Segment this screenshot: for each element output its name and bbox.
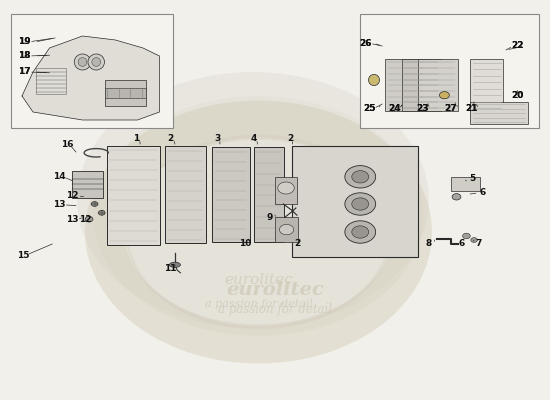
Text: 6: 6 xyxy=(459,239,465,248)
Text: 18: 18 xyxy=(19,52,31,60)
Text: 2: 2 xyxy=(294,239,300,248)
Text: 7: 7 xyxy=(475,239,482,248)
Text: 13: 13 xyxy=(67,215,79,224)
Bar xyxy=(11,14,173,128)
Bar xyxy=(451,177,480,191)
Text: 6: 6 xyxy=(480,188,486,197)
Polygon shape xyxy=(22,36,159,120)
Circle shape xyxy=(94,96,424,336)
Bar xyxy=(72,171,103,198)
Text: 25: 25 xyxy=(364,104,376,113)
Circle shape xyxy=(345,166,376,188)
Text: 11: 11 xyxy=(164,264,177,273)
Text: 20: 20 xyxy=(511,92,523,100)
Text: 26: 26 xyxy=(360,39,372,48)
Text: a passion for detail: a passion for detail xyxy=(218,304,332,316)
Text: 4: 4 xyxy=(251,134,257,143)
Circle shape xyxy=(463,233,470,239)
Bar xyxy=(292,146,418,257)
Bar xyxy=(104,88,146,98)
Text: 24: 24 xyxy=(389,104,401,113)
Text: 19: 19 xyxy=(19,38,31,46)
Bar xyxy=(418,59,458,111)
Text: 12: 12 xyxy=(67,192,79,200)
Text: 2: 2 xyxy=(167,134,174,143)
Text: 14: 14 xyxy=(53,172,65,181)
Text: 13: 13 xyxy=(53,200,65,209)
Ellipse shape xyxy=(78,58,87,66)
Circle shape xyxy=(91,202,98,206)
Text: eurolitec: eurolitec xyxy=(226,281,324,299)
Bar xyxy=(275,217,298,242)
Bar xyxy=(107,146,160,245)
Text: 12: 12 xyxy=(79,215,91,224)
Text: 27: 27 xyxy=(445,104,457,113)
Circle shape xyxy=(279,224,294,235)
Text: 19: 19 xyxy=(19,38,31,46)
Text: 10: 10 xyxy=(239,239,251,248)
Text: 20: 20 xyxy=(511,92,523,100)
Text: eurolitec: eurolitec xyxy=(224,273,293,287)
Text: 17: 17 xyxy=(19,68,31,76)
Text: 23: 23 xyxy=(416,104,428,113)
Circle shape xyxy=(278,182,294,194)
Text: 16: 16 xyxy=(61,140,73,149)
Circle shape xyxy=(452,194,461,200)
Circle shape xyxy=(471,238,477,242)
Bar xyxy=(36,68,66,94)
Text: 21: 21 xyxy=(466,104,478,113)
Text: 1: 1 xyxy=(133,134,140,143)
Text: 3: 3 xyxy=(214,134,221,143)
Bar xyxy=(275,177,297,204)
Text: 15: 15 xyxy=(17,251,29,260)
Circle shape xyxy=(77,72,429,328)
Circle shape xyxy=(439,92,449,99)
Text: 26: 26 xyxy=(360,39,372,48)
Text: 23: 23 xyxy=(416,104,428,113)
Text: 5: 5 xyxy=(469,174,475,183)
Text: 8: 8 xyxy=(426,239,432,248)
Ellipse shape xyxy=(92,58,101,66)
Bar xyxy=(470,59,503,111)
Ellipse shape xyxy=(88,54,104,70)
Text: 27: 27 xyxy=(445,104,457,113)
Ellipse shape xyxy=(169,262,180,267)
Bar xyxy=(360,14,539,128)
Bar xyxy=(104,80,146,106)
Text: 18: 18 xyxy=(19,52,31,60)
Bar xyxy=(165,146,206,243)
Ellipse shape xyxy=(368,74,379,86)
Text: 25: 25 xyxy=(364,104,376,113)
Text: 24: 24 xyxy=(389,104,401,113)
Bar xyxy=(402,59,441,111)
Text: a passion for detail: a passion for detail xyxy=(205,299,312,309)
Circle shape xyxy=(85,216,93,222)
Circle shape xyxy=(98,210,105,215)
Text: 22: 22 xyxy=(511,42,523,50)
Circle shape xyxy=(345,221,376,243)
Text: 17: 17 xyxy=(19,68,31,76)
Text: 2: 2 xyxy=(287,134,294,143)
Ellipse shape xyxy=(74,54,91,70)
Bar xyxy=(470,102,528,124)
Bar xyxy=(212,147,250,242)
Text: 22: 22 xyxy=(511,42,523,50)
Circle shape xyxy=(345,193,376,215)
Circle shape xyxy=(352,226,368,238)
Text: 9: 9 xyxy=(266,214,273,222)
Bar xyxy=(385,59,425,111)
Circle shape xyxy=(352,171,368,183)
Circle shape xyxy=(352,198,368,210)
Bar xyxy=(254,147,284,242)
Text: 21: 21 xyxy=(466,104,478,113)
